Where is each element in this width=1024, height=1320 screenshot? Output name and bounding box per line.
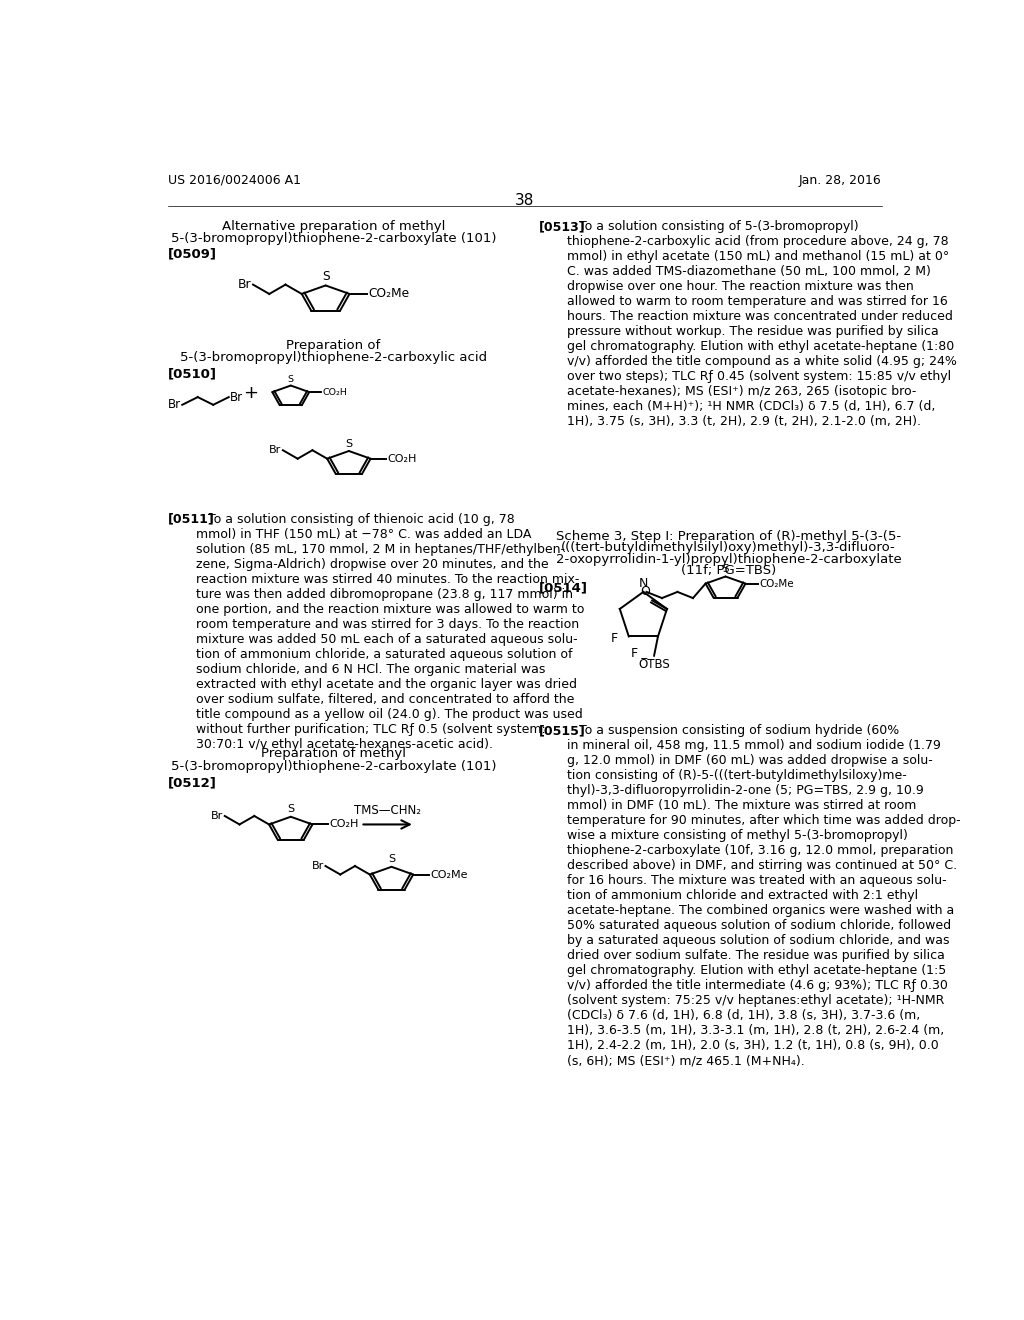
Text: US 2016/0024006 A1: US 2016/0024006 A1	[168, 174, 301, 187]
Text: Scheme 3, Step I: Preparation of (R)-methyl 5-(3-(5-: Scheme 3, Step I: Preparation of (R)-met…	[556, 529, 901, 543]
Text: To a suspension consisting of sodium hydride (60%
in mineral oil, 458 mg, 11.5 m: To a suspension consisting of sodium hyd…	[566, 725, 961, 1068]
Text: 38: 38	[515, 193, 535, 209]
Text: O̅TBS: O̅TBS	[638, 659, 670, 671]
Text: F: F	[631, 647, 638, 660]
Text: Preparation of methyl: Preparation of methyl	[261, 747, 406, 760]
Text: CO₂Me: CO₂Me	[760, 578, 795, 589]
Text: F: F	[611, 631, 617, 644]
Text: [0515]: [0515]	[539, 725, 586, 738]
Text: [0512]: [0512]	[168, 776, 217, 789]
Text: 2-oxopyrrolidin-1-yl)propyl)thiophene-2-carboxylate: 2-oxopyrrolidin-1-yl)propyl)thiophene-2-…	[556, 553, 901, 566]
Text: Br: Br	[211, 810, 223, 821]
Text: S: S	[288, 375, 294, 384]
Text: S: S	[322, 269, 330, 282]
Text: S: S	[345, 438, 352, 449]
Text: To a solution consisting of 5-(3-bromopropyl)
thiophene-2-carboxylic acid (from : To a solution consisting of 5-(3-bromopr…	[566, 220, 956, 428]
Text: CO₂H: CO₂H	[330, 820, 358, 829]
Text: Alternative preparation of methyl: Alternative preparation of methyl	[221, 220, 445, 234]
Text: (11f; PG=TBS): (11f; PG=TBS)	[681, 564, 776, 577]
Text: CO₂Me: CO₂Me	[430, 870, 468, 879]
Text: CO₂Me: CO₂Me	[368, 288, 410, 301]
Text: CO₂H: CO₂H	[388, 454, 417, 463]
Text: N: N	[639, 577, 648, 590]
Text: +: +	[243, 384, 258, 403]
Text: Preparation of: Preparation of	[287, 339, 381, 352]
Text: Br: Br	[230, 391, 244, 404]
Text: [0510]: [0510]	[168, 368, 217, 381]
Text: Br: Br	[168, 399, 180, 412]
Text: S: S	[287, 804, 294, 814]
Text: Br: Br	[238, 279, 252, 292]
Text: 5-(3-bromopropyl)thiophene-2-carboxylate (101): 5-(3-bromopropyl)thiophene-2-carboxylate…	[171, 231, 496, 244]
Text: TMS—CHN₂: TMS—CHN₂	[354, 804, 421, 817]
Text: Br: Br	[311, 861, 324, 871]
Text: [0511]: [0511]	[168, 512, 215, 525]
Text: (((tert-butyldimethylsilyl)oxy)methyl)-3,3-difluoro-: (((tert-butyldimethylsilyl)oxy)methyl)-3…	[561, 541, 896, 554]
Text: 5-(3-bromopropyl)thiophene-2-carboxylate (101): 5-(3-bromopropyl)thiophene-2-carboxylate…	[171, 760, 496, 772]
Text: To a solution consisting of thienoic acid (10 g, 78
mmol) in THF (150 mL) at −78: To a solution consisting of thienoic aci…	[197, 512, 585, 751]
Text: [0513]: [0513]	[539, 220, 586, 234]
Text: O: O	[640, 585, 650, 598]
Text: Jan. 28, 2016: Jan. 28, 2016	[799, 174, 882, 187]
Text: [0514]: [0514]	[539, 582, 588, 595]
Text: CO₂H: CO₂H	[323, 388, 347, 396]
Text: Br: Br	[269, 445, 282, 455]
Text: 5-(3-bromopropyl)thiophene-2-carboxylic acid: 5-(3-bromopropyl)thiophene-2-carboxylic …	[180, 351, 487, 364]
Text: S: S	[388, 854, 395, 865]
Text: S: S	[722, 565, 729, 574]
Text: [0509]: [0509]	[168, 247, 217, 260]
